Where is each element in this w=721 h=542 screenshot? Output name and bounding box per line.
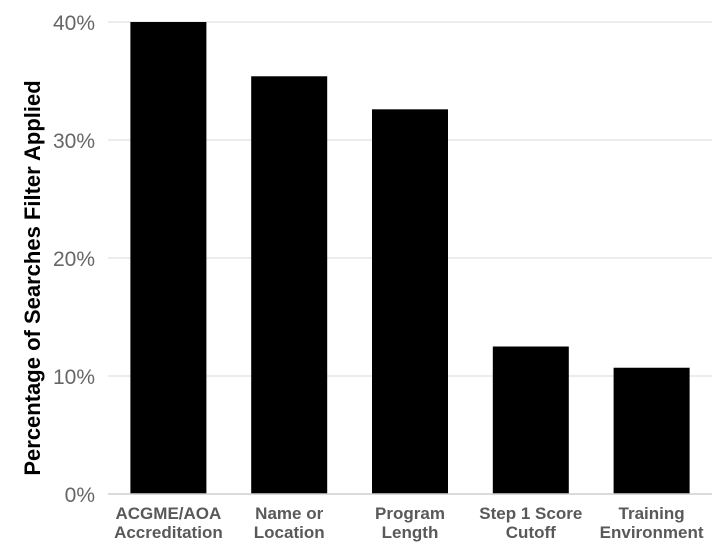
bar [372,109,448,494]
bars [130,22,690,494]
x-category-label: Environment [600,523,704,542]
y-tick-label: 0% [65,484,95,507]
y-tick-label: 40% [53,12,95,35]
bar [492,346,569,494]
x-category-label: Training [619,504,685,523]
y-axis-ticks: 0% 10% 20% 30% 40% [53,12,95,507]
x-category-label: Step 1 Score [479,504,582,523]
bar [251,76,328,494]
x-category-label: ACGME/AOA [116,504,222,523]
y-tick-label: 20% [53,248,95,271]
x-category-label: Cutoff [506,523,556,542]
x-category-label: Program [375,504,445,523]
y-tick-label: 30% [53,130,95,153]
x-category-label: Location [254,523,325,542]
bar [613,367,690,494]
x-category-label: Accreditation [114,523,223,542]
y-tick-label: 10% [53,366,95,389]
x-category-label: Length [382,523,439,542]
bar [130,22,207,494]
y-axis-title: Percentage of Searches Filter Applied [20,80,45,475]
x-category-label: Name or [255,504,323,523]
